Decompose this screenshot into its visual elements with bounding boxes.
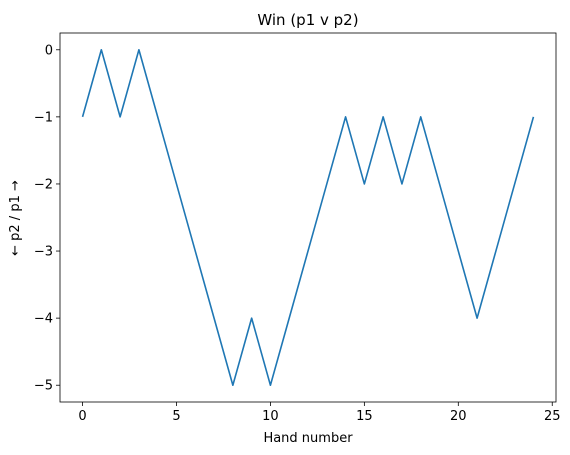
series-line-0 — [81, 48, 535, 387]
y-tick-label: −1 — [34, 110, 53, 125]
y-tick-label: −3 — [34, 245, 53, 260]
y-tick-label: 0 — [45, 43, 53, 58]
x-tick-label: 10 — [262, 409, 279, 424]
x-tick-label: 25 — [544, 409, 561, 424]
y-tick-label: −4 — [34, 312, 53, 327]
x-tick-label: 15 — [356, 409, 373, 424]
x-tick-label: 0 — [78, 409, 86, 424]
x-tick-label: 5 — [172, 409, 180, 424]
y-tick-label: −5 — [34, 379, 53, 394]
plot-frame — [59, 32, 557, 403]
y-axis-ticks: 0 −1 −2 −3 −4 −5 — [34, 43, 60, 394]
x-tick-label: 20 — [450, 409, 467, 424]
plot-area — [59, 32, 557, 403]
y-tick-label: −2 — [34, 177, 53, 192]
chart-title: Win (p1 v p2) — [257, 11, 358, 29]
x-axis-label: Hand number — [263, 431, 353, 446]
y-axis-label: ← p2 / p1 → — [8, 180, 23, 256]
x-axis-ticks: 0 5 10 15 20 25 — [78, 402, 561, 424]
